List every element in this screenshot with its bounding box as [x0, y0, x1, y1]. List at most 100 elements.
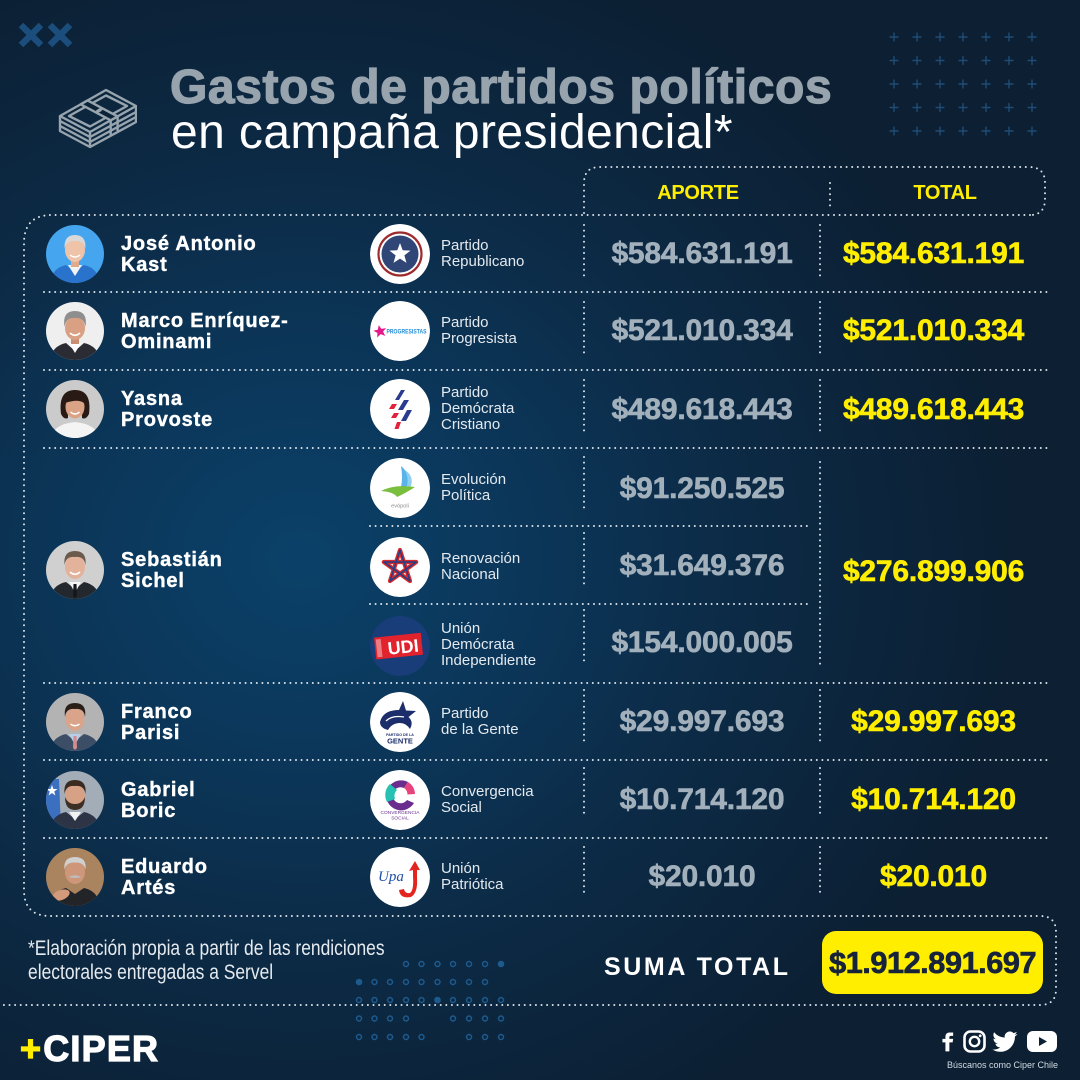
- party-name-line: Unión: [441, 620, 481, 637]
- aporte-value: $20.010: [648, 860, 756, 894]
- column-header-aporte: APORTE: [657, 182, 739, 204]
- total-value: $29.997.693: [851, 705, 1016, 739]
- candidate-last-name: Provoste: [121, 409, 213, 431]
- party-name-line: Partido: [441, 237, 489, 254]
- aporte-value: $91.250.525: [619, 472, 785, 506]
- plus-grid-pattern: [882, 25, 1044, 143]
- total-value: $10.714.120: [851, 783, 1016, 817]
- avatar-jose-antonio-kast: [46, 225, 104, 283]
- party-name: Partido Progresista: [441, 315, 517, 347]
- aporte-value: $154.000.005: [611, 626, 793, 660]
- candidate-first-name: Gabriel: [121, 779, 196, 801]
- candidate-name: Sebastián Sichel: [121, 549, 223, 592]
- aporte-value: $489.618.443: [611, 393, 793, 427]
- avatar-eduardo-artes: [46, 848, 104, 906]
- party-name-line: Patriótica: [441, 876, 504, 893]
- grand-total-value: $1.912.891.697: [828, 945, 1037, 981]
- logo-text: PROGRESISTAS: [387, 329, 427, 336]
- logo-text: UDI: [387, 636, 420, 659]
- party-name: Partido Republicano: [441, 238, 524, 270]
- aporte-value: $29.997.693: [619, 705, 785, 739]
- logo-text: Upa: [378, 869, 404, 885]
- party-name-line: Partido: [441, 384, 489, 401]
- party-name: Renovación Nacional: [441, 551, 520, 583]
- aporte-value: $10.714.120: [619, 783, 785, 817]
- total-value: $20.010: [879, 860, 988, 894]
- candidate-name: Yasna Provoste: [121, 388, 213, 431]
- facebook-icon: [942, 1032, 954, 1052]
- party-name-line: de la Gente: [441, 721, 519, 738]
- candidate-last-name: Boric: [121, 800, 177, 822]
- candidate-last-name: Kast: [121, 254, 168, 276]
- aporte-value: $31.649.376: [619, 549, 785, 583]
- page-title: Gastos de partidos políticos: [169, 61, 833, 114]
- partido-republicano-logo: [370, 224, 430, 284]
- party-name-line: Renovación: [441, 550, 521, 567]
- candidate-first-name: Sebastián: [121, 549, 223, 571]
- partido-progresista-logo: PROGRESISTAS: [370, 301, 430, 361]
- footnote: *Elaboración propia a partir de las rend…: [28, 937, 385, 985]
- party-name-line: Demócrata: [441, 636, 515, 653]
- youtube-icon: [1027, 1031, 1057, 1052]
- partido-de-la-gente-logo: PARTIDO DE LA GENTE: [370, 692, 430, 752]
- avatar-gabriel-boric: [46, 771, 104, 829]
- party-name-line: Evolución: [441, 471, 507, 488]
- candidate-first-name: José Antonio: [121, 233, 257, 255]
- party-name-line: Independiente: [441, 652, 537, 669]
- logo-text: evópoli: [391, 504, 409, 510]
- party-name: Partido de la Gente: [441, 706, 519, 738]
- party-name-line: Demócrata: [441, 400, 515, 417]
- brand-plus-icon: +: [19, 1028, 43, 1069]
- aporte-value: $521.010.334: [611, 314, 793, 348]
- avatar-marco-enriquez-ominami: [46, 302, 104, 360]
- grand-total-label: SUMA TOTAL: [604, 953, 791, 981]
- candidate-first-name: Marco Enríquez-: [121, 310, 289, 332]
- party-name: Evolución Política: [441, 472, 506, 504]
- logo-text: PARTIDO DE LA: [386, 733, 414, 737]
- party-name-line: Unión: [441, 860, 481, 877]
- party-name: Unión Demócrata Independiente: [441, 621, 536, 669]
- party-name-line: Partido: [441, 705, 489, 722]
- evopoli-logo: evópoli: [370, 458, 430, 518]
- candidate-last-name: Sichel: [121, 570, 185, 592]
- total-value: $276.899.906: [842, 555, 1025, 589]
- social-tagline: Búscanos como Ciper Chile: [946, 1060, 1058, 1070]
- logo-text: GENTE: [387, 737, 413, 746]
- party-name-line: Social: [441, 799, 482, 816]
- instagram-icon: [963, 1030, 986, 1053]
- footnote-line: electorales entregadas a Servel: [28, 961, 274, 984]
- total-value: $521.010.334: [842, 314, 1025, 348]
- logo-text: SOCIAL: [391, 816, 409, 822]
- aporte-value: $584.631.191: [611, 237, 793, 271]
- renovacion-nacional-logo: [370, 537, 430, 597]
- footnote-line: *Elaboración propia a partir de las rend…: [28, 937, 385, 960]
- logo-text: CONVERGENCIA: [381, 810, 421, 816]
- grand-total-badge: $1.912.891.697: [822, 931, 1043, 994]
- party-name-line: Nacional: [441, 566, 500, 583]
- avatar-franco-parisi: [46, 693, 104, 751]
- democracia-cristiana-logo: [370, 379, 430, 439]
- party-name: Unión Patriótica: [441, 861, 504, 893]
- total-value: $489.618.443: [842, 393, 1025, 427]
- candidate-last-name: Ominami: [121, 331, 213, 353]
- candidate-first-name: Eduardo: [121, 856, 208, 878]
- candidate-first-name: Franco: [121, 701, 193, 723]
- convergencia-social-logo: CONVERGENCIA SOCIAL: [370, 770, 430, 830]
- candidate-name: Marco Enríquez- Ominami: [121, 310, 289, 353]
- page-subtitle: en campaña presidencial*: [171, 106, 733, 159]
- party-name-line: Política: [441, 487, 491, 504]
- avatar-sebastian-sichel: [46, 541, 104, 599]
- x-marks-icon: [18, 22, 73, 48]
- candidate-name: José Antonio Kast: [121, 233, 257, 276]
- ciper-logo: +CIPER: [19, 1028, 159, 1069]
- avatar-yasna-provoste: [46, 380, 104, 438]
- twitter-icon: [992, 1031, 1018, 1052]
- party-name-line: Progresista: [441, 330, 517, 347]
- udi-logo: UDI: [370, 616, 430, 676]
- candidate-last-name: Parisi: [121, 722, 181, 744]
- party-name: Partido Demócrata Cristiano: [441, 385, 514, 433]
- party-name: Convergencia Social: [441, 784, 534, 816]
